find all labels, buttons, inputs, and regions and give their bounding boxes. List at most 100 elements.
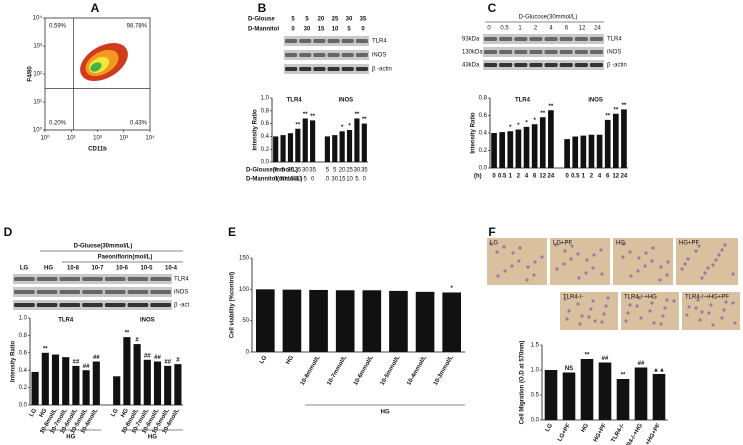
bar <box>164 365 172 405</box>
stained-cell <box>629 274 633 278</box>
stained-cell <box>592 253 596 257</box>
bar <box>332 135 338 162</box>
stained-cell <box>580 314 584 318</box>
stained-cell <box>576 252 580 256</box>
blot-label: β -act <box>174 303 189 309</box>
x-tick-label: LG <box>29 408 39 419</box>
blot-label: TLR4 <box>174 277 189 283</box>
y-axis-label: Cell viability (%control) <box>230 272 236 338</box>
stained-cell <box>650 301 654 305</box>
stained-cell <box>685 313 689 317</box>
blot-band <box>499 63 513 67</box>
significance-mark: ** <box>296 122 301 128</box>
x-tick-label: 6 <box>606 174 610 180</box>
bar <box>598 362 612 420</box>
stained-cell <box>644 251 648 255</box>
x-tick-label: 4 <box>525 174 529 180</box>
significance-mark: ## <box>73 359 80 365</box>
lane-label: 2 <box>534 26 538 32</box>
x-tick-label: 10-6mmol/L <box>353 354 375 386</box>
x-tick-label: 10 <box>295 177 302 183</box>
significance-mark: ** <box>605 113 610 119</box>
blot-band <box>514 37 528 41</box>
significance-mark: ▲▲ <box>653 368 665 374</box>
stained-cell <box>663 306 667 310</box>
y-tick-label: 0.4 <box>479 131 488 137</box>
blot-band <box>559 37 573 41</box>
kda-label: 43kDa <box>462 63 480 69</box>
micrograph-label: HG <box>616 241 625 247</box>
micrograph-label: TLR4-/-+HG <box>624 295 657 301</box>
x-tick-label: 5 <box>355 177 359 183</box>
x-row-label: D-Mannitol(mmol/L) <box>246 177 302 183</box>
blot-band <box>127 290 149 294</box>
panel-letter: B <box>258 1 267 15</box>
x-tick-label: 10³ <box>119 136 128 142</box>
series-title: TLR4 <box>287 98 303 104</box>
significance-mark: ## <box>83 364 90 370</box>
x-tick-label: 30 <box>280 177 287 183</box>
significance-mark: ## <box>93 355 100 361</box>
stained-cell <box>624 319 628 323</box>
blot-band <box>574 37 588 41</box>
blot-band <box>59 303 81 307</box>
stained-cell <box>666 260 670 264</box>
bar <box>324 136 330 162</box>
blot-band <box>104 277 126 281</box>
stained-cell <box>659 265 663 269</box>
bar <box>72 365 80 405</box>
blot-band <box>14 277 35 281</box>
stained-cell <box>540 255 544 259</box>
header-value: 35 <box>360 17 367 23</box>
blot-strip <box>483 34 604 44</box>
blot-band <box>299 67 312 71</box>
blot-band <box>574 63 588 67</box>
blot-band <box>327 53 340 57</box>
stained-cell <box>731 301 735 305</box>
x-row-label: D-Glouse(mmol/L) <box>246 168 298 174</box>
y-tick-label: 0.8 <box>261 108 270 114</box>
stained-cell <box>698 318 702 322</box>
stained-cell <box>683 262 687 266</box>
header-row-label: D-Glouse <box>248 17 275 23</box>
stained-cell <box>517 259 521 263</box>
micrograph-label: TLR4-/- <box>563 295 583 301</box>
x-tick-label: 4 <box>598 174 602 180</box>
lane-label: 0 <box>487 26 491 32</box>
bar <box>415 291 435 352</box>
quadrant-label: 98.78% <box>127 24 148 30</box>
y-tick-label: 100 <box>239 287 250 293</box>
y-tick-label: 10² <box>33 72 42 78</box>
y-tick-label: 0.5 <box>531 393 540 399</box>
stained-cell <box>496 274 500 278</box>
blot-band <box>36 277 58 281</box>
blot-label: TLR4 <box>372 39 387 45</box>
y-tick-label: 0.0 <box>531 418 540 424</box>
blot-band <box>499 37 513 41</box>
x-tick-label: HG <box>120 408 130 419</box>
blot-band <box>313 53 326 57</box>
stained-cell <box>606 296 610 300</box>
bar <box>62 357 70 405</box>
bar <box>572 136 579 168</box>
blot-band <box>355 53 368 57</box>
stained-cell <box>637 256 641 260</box>
quadrant-label: 0.59% <box>49 24 67 30</box>
x-tick-label: 5 <box>333 168 337 174</box>
y-tick-label: 0.2 <box>261 147 270 153</box>
header-value: 5 <box>305 17 309 23</box>
blot-label: iNOS <box>372 53 386 59</box>
group-label: HG <box>148 435 157 441</box>
y-tick-label: 0.0 <box>479 166 488 172</box>
y-tick-label: 50 <box>242 318 249 324</box>
significance-mark: * <box>525 120 528 126</box>
stained-cell <box>637 296 641 300</box>
x-tick-label: 30 <box>331 177 338 183</box>
significance-mark: ** <box>621 373 626 379</box>
x-tick-label: 20 <box>339 168 346 174</box>
blot-band <box>313 67 326 71</box>
bar <box>588 134 595 168</box>
header-row-label: D-Mannitol <box>248 27 279 33</box>
y-tick-label: 150 <box>239 256 250 262</box>
